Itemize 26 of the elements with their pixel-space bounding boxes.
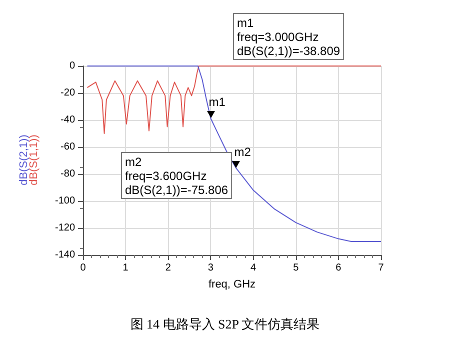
y-tick-label: -40 [60, 114, 76, 126]
annotation: m1 [208, 95, 226, 110]
x-tick-label: 6 [336, 262, 342, 274]
x-tick-label: 5 [293, 262, 300, 274]
y-tick-label: -100 [54, 196, 76, 206]
x-tick-label: 0 [80, 262, 86, 274]
annotation: m2 freq=3.600GHz dB(S(2,1))=-75.806 [125, 155, 228, 197]
x-axis-title: freq, GHz [208, 278, 256, 290]
x-tick-label: 2 [165, 262, 172, 274]
y-tick-label: -120 [54, 222, 76, 234]
text: m1 freq=3.000GHz dB(S(2,1))=-38.809 [237, 16, 340, 58]
x-tick-label: 1 [122, 262, 129, 274]
y-tick-label: -80 [60, 168, 76, 180]
x-tick-label: 3 [208, 262, 214, 274]
y-tick-label: 0 [69, 60, 76, 72]
y-tick-label: -60 [60, 142, 76, 152]
y-tick-label: -20 [60, 88, 76, 98]
x-tick-label: 7 [378, 262, 384, 274]
x-tick-label: 4 [250, 262, 257, 274]
annotation: m2 [233, 145, 252, 160]
line-series [86, 66, 382, 134]
text: dB(S(1,1)) [28, 134, 40, 186]
text: dB(S(2,1)) [18, 134, 30, 186]
caption: 图 14 电路导入 S2P 文件仿真结果 [130, 316, 320, 332]
line-series [86, 66, 382, 242]
y-tick-label: -140 [54, 250, 76, 260]
